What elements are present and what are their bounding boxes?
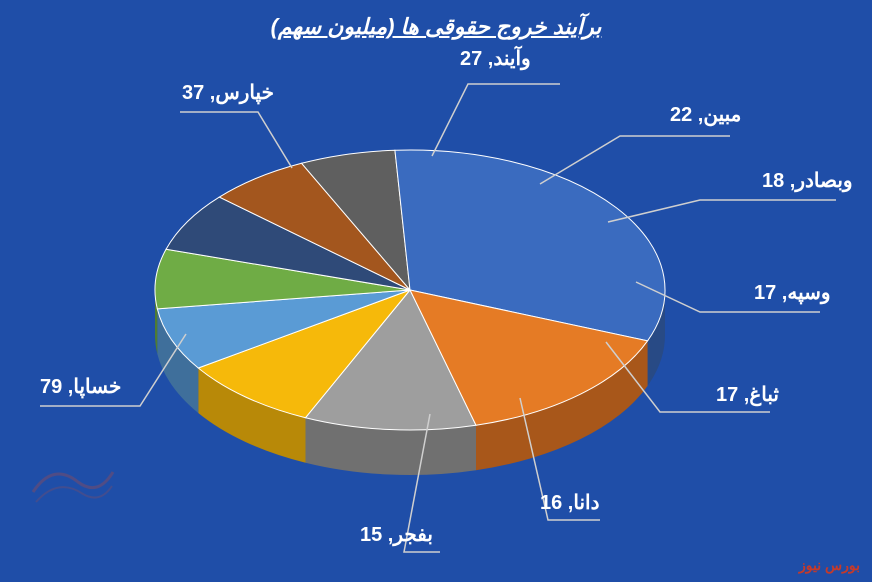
slice-label: وبصادر, 18	[762, 168, 853, 193]
slice-label: خپارس, 37	[182, 80, 274, 105]
slice-label: دانا, 16	[540, 490, 600, 515]
leader-line	[180, 112, 292, 168]
chart-container: برآیند خروج حقوقی ها (میلیون سهم) وآیند,…	[0, 0, 872, 582]
slice-label: ثباغ, 17	[716, 382, 779, 407]
leader-lines	[0, 0, 872, 582]
leader-line	[540, 136, 730, 184]
leader-line	[432, 84, 560, 156]
slice-label: وسپه, 17	[754, 280, 831, 305]
slice-label: وآیند, 27	[460, 46, 531, 71]
slice-label: خساپا, 79	[40, 374, 121, 399]
leader-line	[608, 200, 836, 222]
slice-label: مبین, 22	[670, 102, 741, 127]
slice-label: بفجر, 15	[360, 522, 433, 547]
watermark-logo	[28, 452, 118, 512]
footer-brand: بورس نیوز	[799, 557, 860, 574]
